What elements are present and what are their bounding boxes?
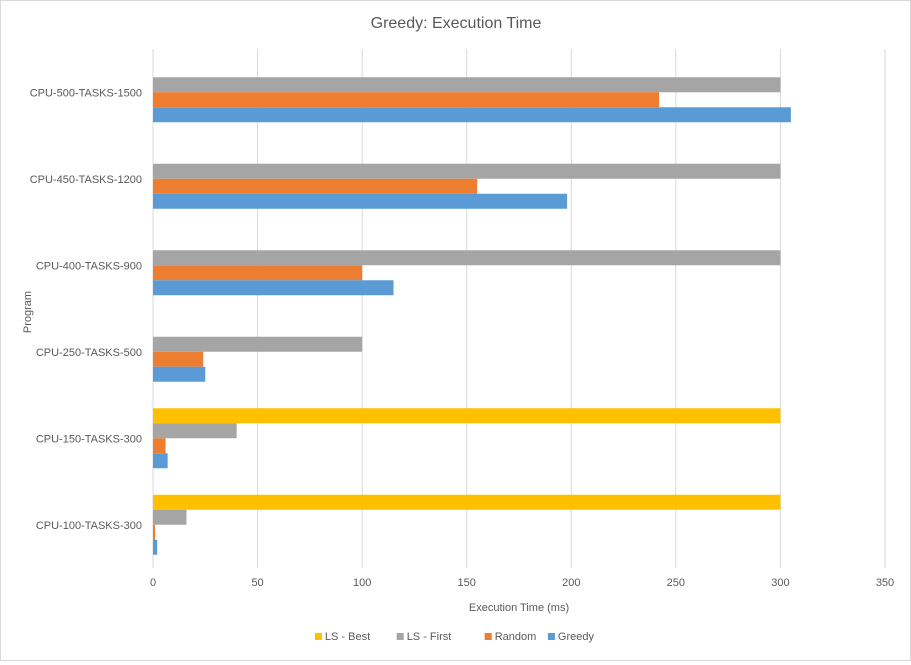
bar bbox=[153, 265, 363, 281]
y-tick-label: CPU-500-TASKS-1500 bbox=[30, 87, 142, 99]
bar bbox=[153, 494, 781, 510]
bar bbox=[153, 438, 166, 454]
legend-swatch bbox=[547, 633, 555, 640]
y-tick-label: CPU-100-TASKS-300 bbox=[36, 520, 142, 532]
legend-label: Greedy bbox=[558, 631, 595, 643]
x-tick-label: 200 bbox=[562, 577, 580, 589]
bar bbox=[153, 77, 781, 93]
x-tick-label: 300 bbox=[771, 577, 789, 589]
bar bbox=[153, 423, 237, 439]
bar bbox=[153, 193, 568, 209]
x-tick-label: 100 bbox=[353, 577, 371, 589]
legend-swatch bbox=[484, 633, 492, 640]
y-tick-label: CPU-150-TASKS-300 bbox=[36, 433, 142, 445]
legend: LS - Best LS - First Random Greedy bbox=[314, 631, 595, 643]
bar bbox=[153, 250, 781, 266]
bar bbox=[153, 408, 781, 424]
y-tick-labels: CPU-100-TASKS-300 CPU-150-TASKS-300 CPU-25… bbox=[30, 87, 142, 532]
y-tick-label: CPU-250-TASKS-500 bbox=[36, 347, 142, 359]
x-tick-label: 0 bbox=[150, 577, 156, 589]
gridlines bbox=[152, 49, 886, 568]
bar bbox=[153, 509, 187, 525]
x-tick-label: 150 bbox=[458, 577, 476, 589]
y-tick-label: CPU-450-TASKS-1200 bbox=[30, 174, 142, 186]
bar bbox=[153, 163, 781, 179]
x-tick-label: 350 bbox=[876, 577, 894, 589]
bar bbox=[153, 366, 206, 382]
bar bbox=[153, 107, 791, 123]
x-tick-label: 50 bbox=[251, 577, 263, 589]
bar bbox=[153, 92, 660, 108]
legend-label: LS - First bbox=[407, 631, 452, 643]
bar bbox=[153, 336, 363, 352]
bars bbox=[153, 77, 791, 555]
legend-swatch bbox=[314, 633, 322, 640]
bar bbox=[153, 178, 478, 194]
y-axis-label: Program bbox=[22, 291, 34, 333]
bar bbox=[153, 351, 204, 367]
x-tick-label: 250 bbox=[667, 577, 685, 589]
chart-title: Greedy: Execution Time bbox=[371, 15, 542, 32]
bar bbox=[153, 280, 394, 296]
y-tick-label: CPU-400-TASKS-900 bbox=[36, 260, 142, 272]
bar bbox=[153, 539, 158, 555]
legend-label: LS - Best bbox=[325, 631, 370, 643]
legend-label: Random bbox=[495, 631, 537, 643]
x-tick-labels: 0 50 100 150 200 250 300 350 bbox=[150, 577, 894, 589]
legend-swatch bbox=[396, 633, 404, 640]
bar bbox=[153, 453, 168, 469]
x-axis-label: Execution Time (ms) bbox=[469, 602, 569, 614]
bar bbox=[153, 524, 156, 540]
